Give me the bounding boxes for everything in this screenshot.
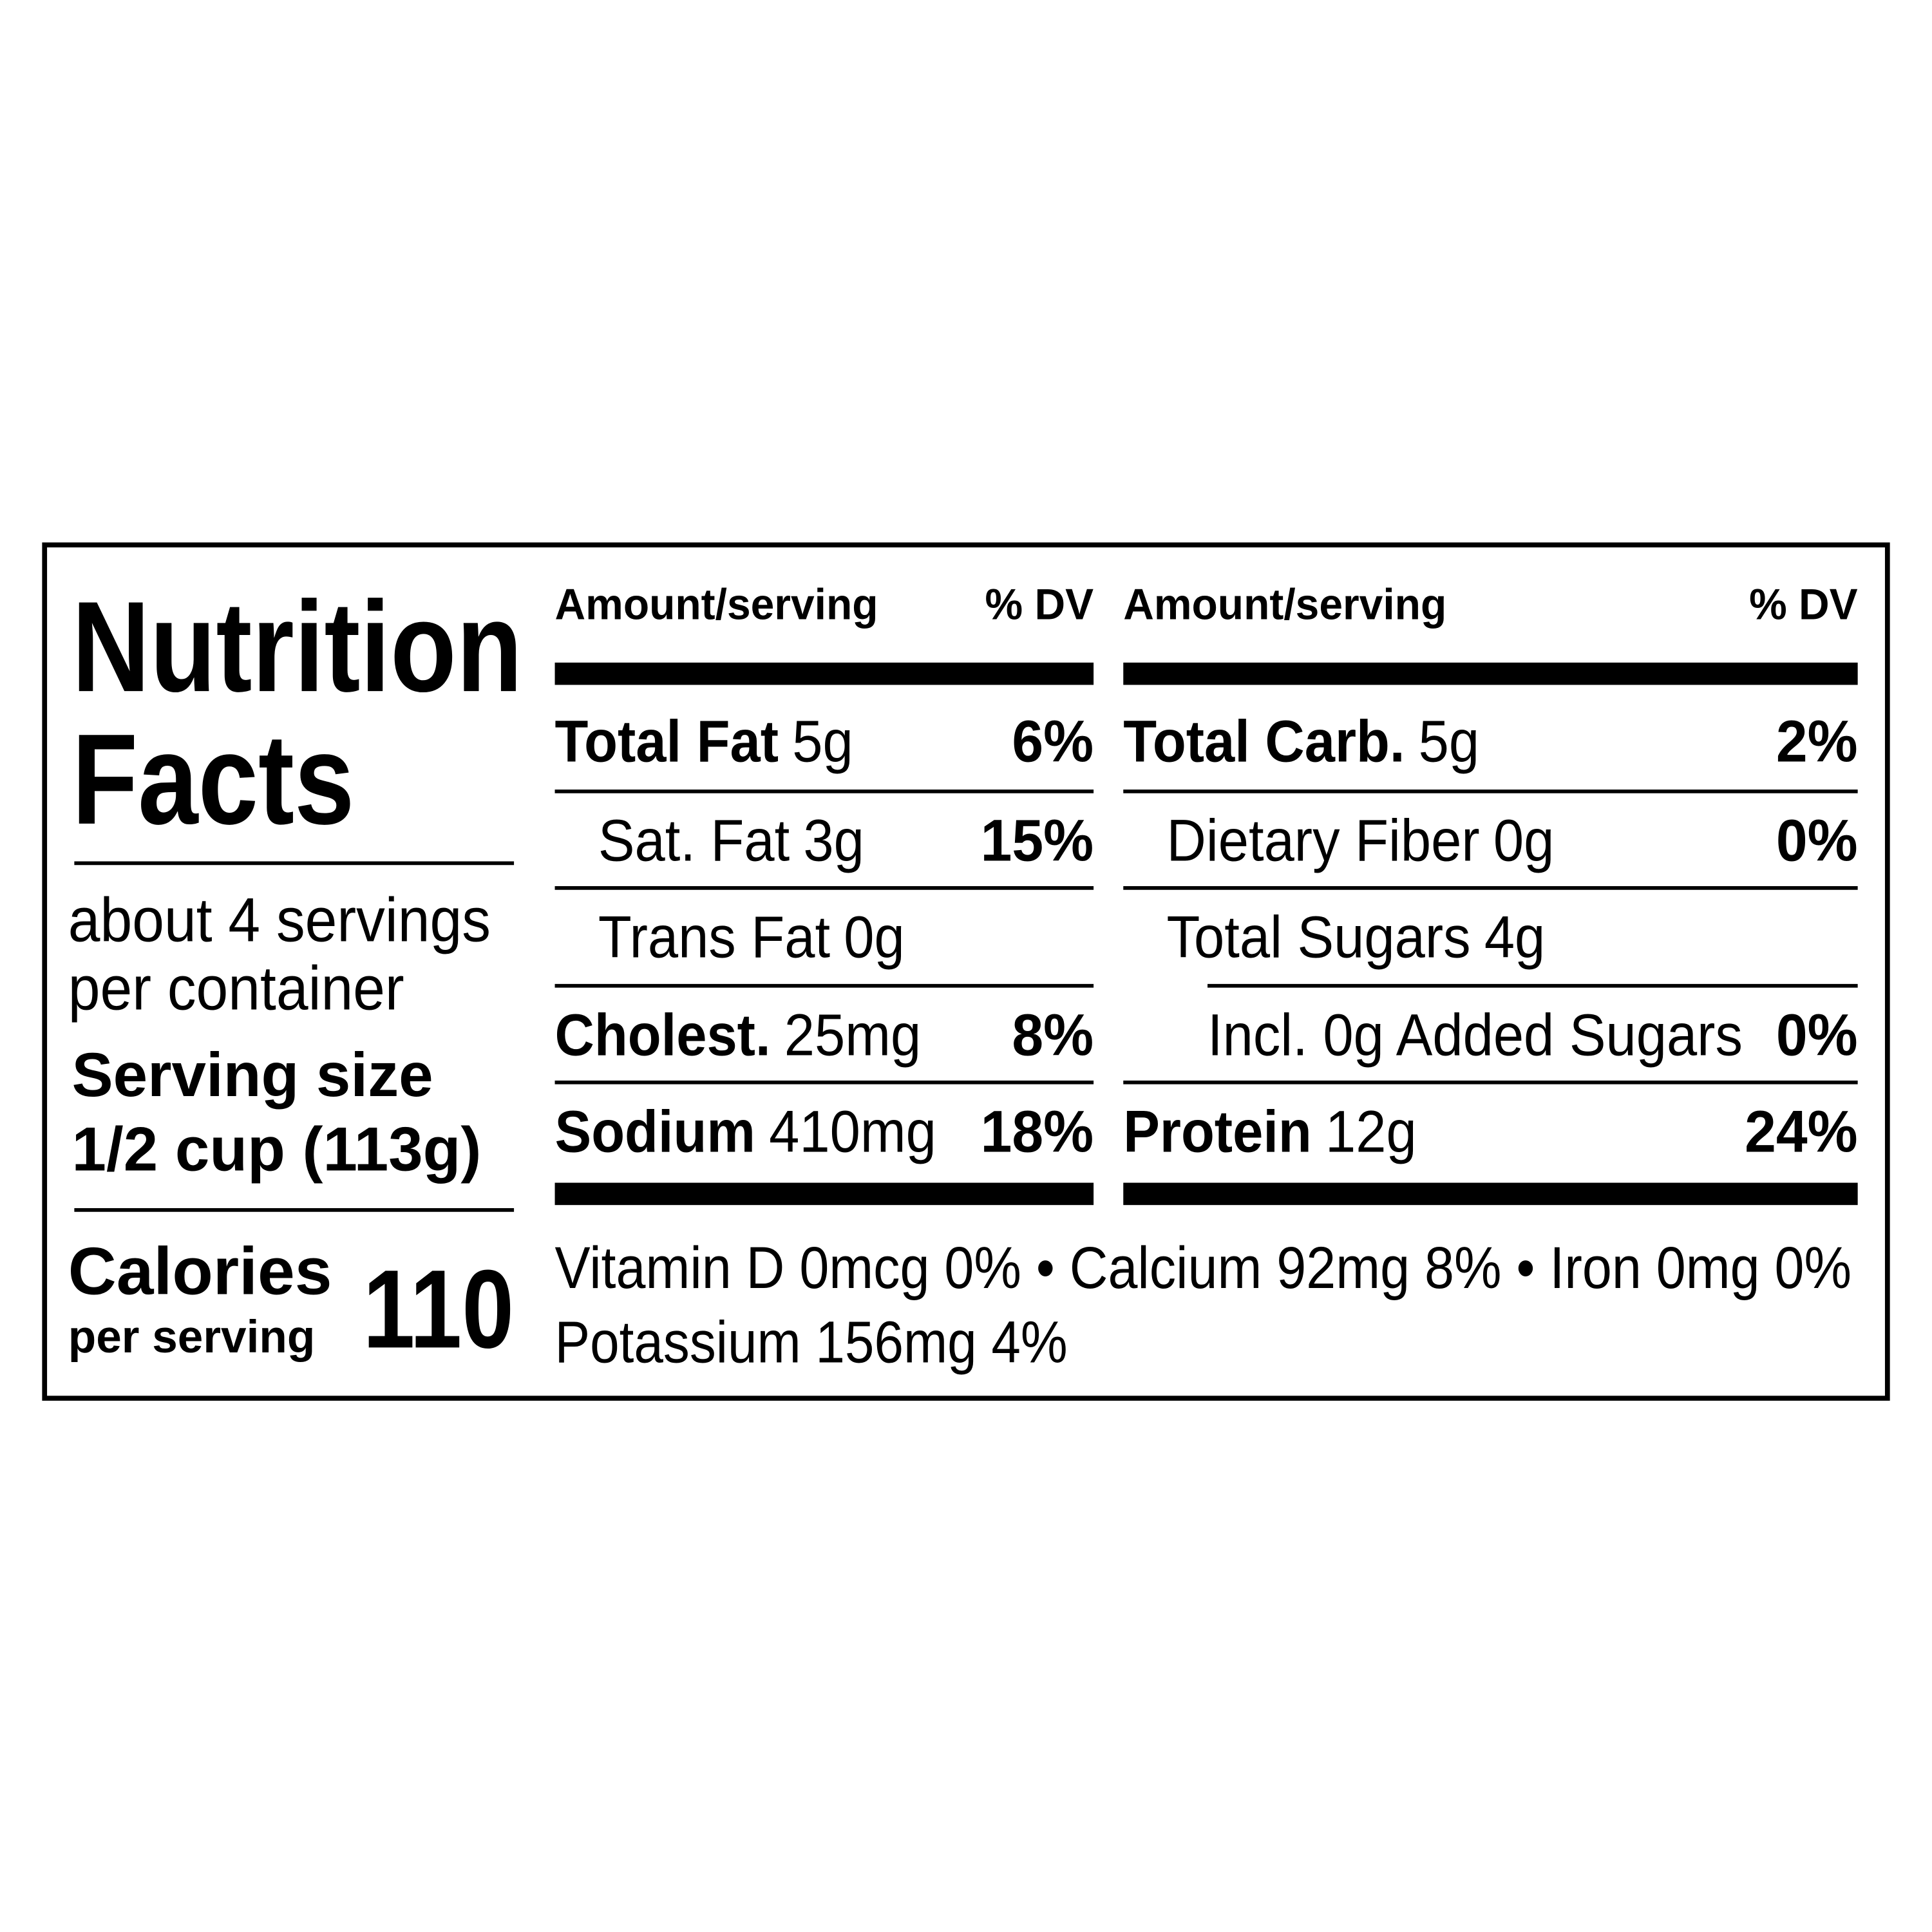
calories-label: Calories — [68, 1235, 332, 1309]
nutrient-name: Total Fat — [555, 708, 779, 774]
nutrient-amount: 12g — [1325, 1098, 1417, 1164]
nutrient-row: Sodium 410mg — [555, 1098, 936, 1164]
thick-bar — [1123, 1182, 1858, 1206]
nutrient-name: Sodium — [555, 1098, 755, 1164]
label-border — [42, 542, 1890, 1401]
nutrient-name: Total Carb. — [1123, 708, 1405, 774]
nutrient-dv: 18% — [981, 1098, 1094, 1165]
serving-size-label: Serving size — [72, 1041, 433, 1110]
nutrient-amount: 25mg — [784, 1001, 921, 1068]
title: Nutrition — [72, 575, 523, 719]
footer-line: Potassium 156mg 4% — [555, 1308, 1068, 1375]
nutrient-amount: 0g — [1493, 807, 1554, 873]
nutrient-name: Dietary Fiber — [1167, 807, 1480, 873]
serving-size-amount: 1/2 cup (113g) — [72, 1115, 482, 1184]
nutrient-row: Incl. 0g Added Sugars — [1208, 1001, 1743, 1068]
nutrient-name: Sat. Fat — [598, 807, 790, 873]
column-header: Amount/serving — [555, 581, 878, 629]
column-header: % DV — [985, 581, 1094, 629]
nutrient-row: Cholest. 25mg — [555, 1001, 922, 1068]
nutrient-amount: 410mg — [769, 1098, 936, 1164]
nutrient-amount: 0g — [844, 904, 904, 970]
nutrient-dv: 0% — [1776, 808, 1858, 875]
nutrient-name: Cholest. — [555, 1001, 771, 1068]
nutrient-dv: 0% — [1776, 1001, 1858, 1068]
nutrient-name: Total Sugars — [1167, 904, 1471, 970]
footer-line: Vitamin D 0mcg 0% • Calcium 92mg 8% • Ir… — [555, 1234, 1852, 1301]
calories-sublabel: per serving — [68, 1312, 316, 1363]
nutrient-name: Incl. 0g Added Sugars — [1208, 1001, 1743, 1068]
nutrient-row: Total Sugars 4g — [1167, 904, 1546, 970]
title: Facts — [72, 708, 355, 851]
nutrient-amount: 5g — [1419, 708, 1479, 774]
servings: per container — [68, 953, 404, 1023]
nutrient-amount: 5g — [792, 708, 853, 774]
nutrient-dv: 15% — [981, 808, 1094, 875]
thick-bar — [1123, 662, 1858, 685]
nutrient-row: Trans Fat 0g — [598, 904, 905, 970]
nutrient-dv: 8% — [1012, 1001, 1094, 1068]
column-header: Amount/serving — [1123, 581, 1446, 629]
thick-bar — [554, 1182, 1094, 1206]
nutrient-dv: 6% — [1012, 708, 1094, 775]
nutrient-row: Total Fat 5g — [555, 708, 853, 774]
column-header: % DV — [1749, 581, 1858, 629]
nutrient-dv: 24% — [1745, 1098, 1857, 1165]
nutrient-name: Trans Fat — [598, 904, 830, 970]
calories-value: 110 — [363, 1246, 515, 1371]
nutrient-row: Sat. Fat 3g — [598, 807, 864, 873]
nutrient-row: Total Carb. 5g — [1123, 708, 1479, 774]
nutrient-amount: 4g — [1484, 904, 1545, 970]
nutrient-row: Dietary Fiber 0g — [1167, 807, 1555, 873]
nutrient-dv: 2% — [1776, 708, 1858, 775]
nutrient-name: Protein — [1123, 1098, 1312, 1164]
thick-bar — [554, 662, 1094, 685]
nutrient-row: Protein 12g — [1123, 1098, 1416, 1164]
nutrient-amount: 3g — [803, 807, 864, 873]
servings: about 4 servings — [68, 886, 491, 955]
